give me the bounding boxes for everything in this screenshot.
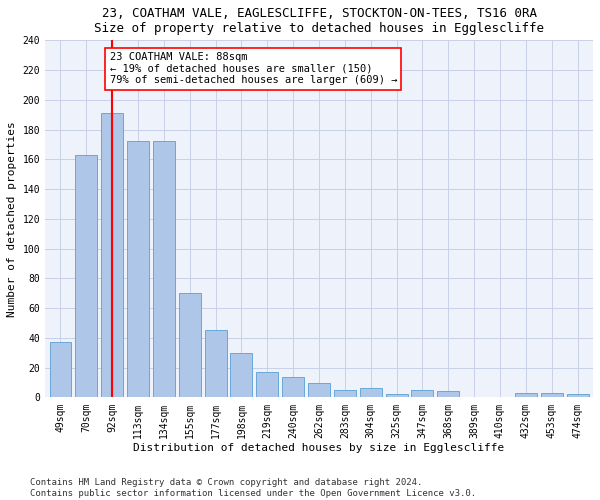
Bar <box>205 330 227 398</box>
Bar <box>412 390 433 398</box>
Bar <box>256 372 278 398</box>
Bar <box>308 382 330 398</box>
Bar <box>334 390 356 398</box>
Bar <box>101 113 123 398</box>
Title: 23, COATHAM VALE, EAGLESCLIFFE, STOCKTON-ON-TEES, TS16 0RA
Size of property rela: 23, COATHAM VALE, EAGLESCLIFFE, STOCKTON… <box>94 7 544 35</box>
Bar <box>566 394 589 398</box>
Bar <box>282 376 304 398</box>
Bar <box>153 142 175 398</box>
Bar <box>230 353 253 398</box>
Bar <box>360 388 382 398</box>
Text: 23 COATHAM VALE: 88sqm
← 19% of detached houses are smaller (150)
79% of semi-de: 23 COATHAM VALE: 88sqm ← 19% of detached… <box>110 52 397 86</box>
Bar <box>179 293 201 398</box>
X-axis label: Distribution of detached houses by size in Egglescliffe: Distribution of detached houses by size … <box>133 443 505 453</box>
Bar <box>386 394 407 398</box>
Bar <box>50 342 71 398</box>
Bar <box>76 155 97 398</box>
Bar <box>541 393 563 398</box>
Bar <box>127 142 149 398</box>
Bar <box>515 393 537 398</box>
Bar <box>437 392 459 398</box>
Text: Contains HM Land Registry data © Crown copyright and database right 2024.
Contai: Contains HM Land Registry data © Crown c… <box>30 478 476 498</box>
Y-axis label: Number of detached properties: Number of detached properties <box>7 121 17 316</box>
